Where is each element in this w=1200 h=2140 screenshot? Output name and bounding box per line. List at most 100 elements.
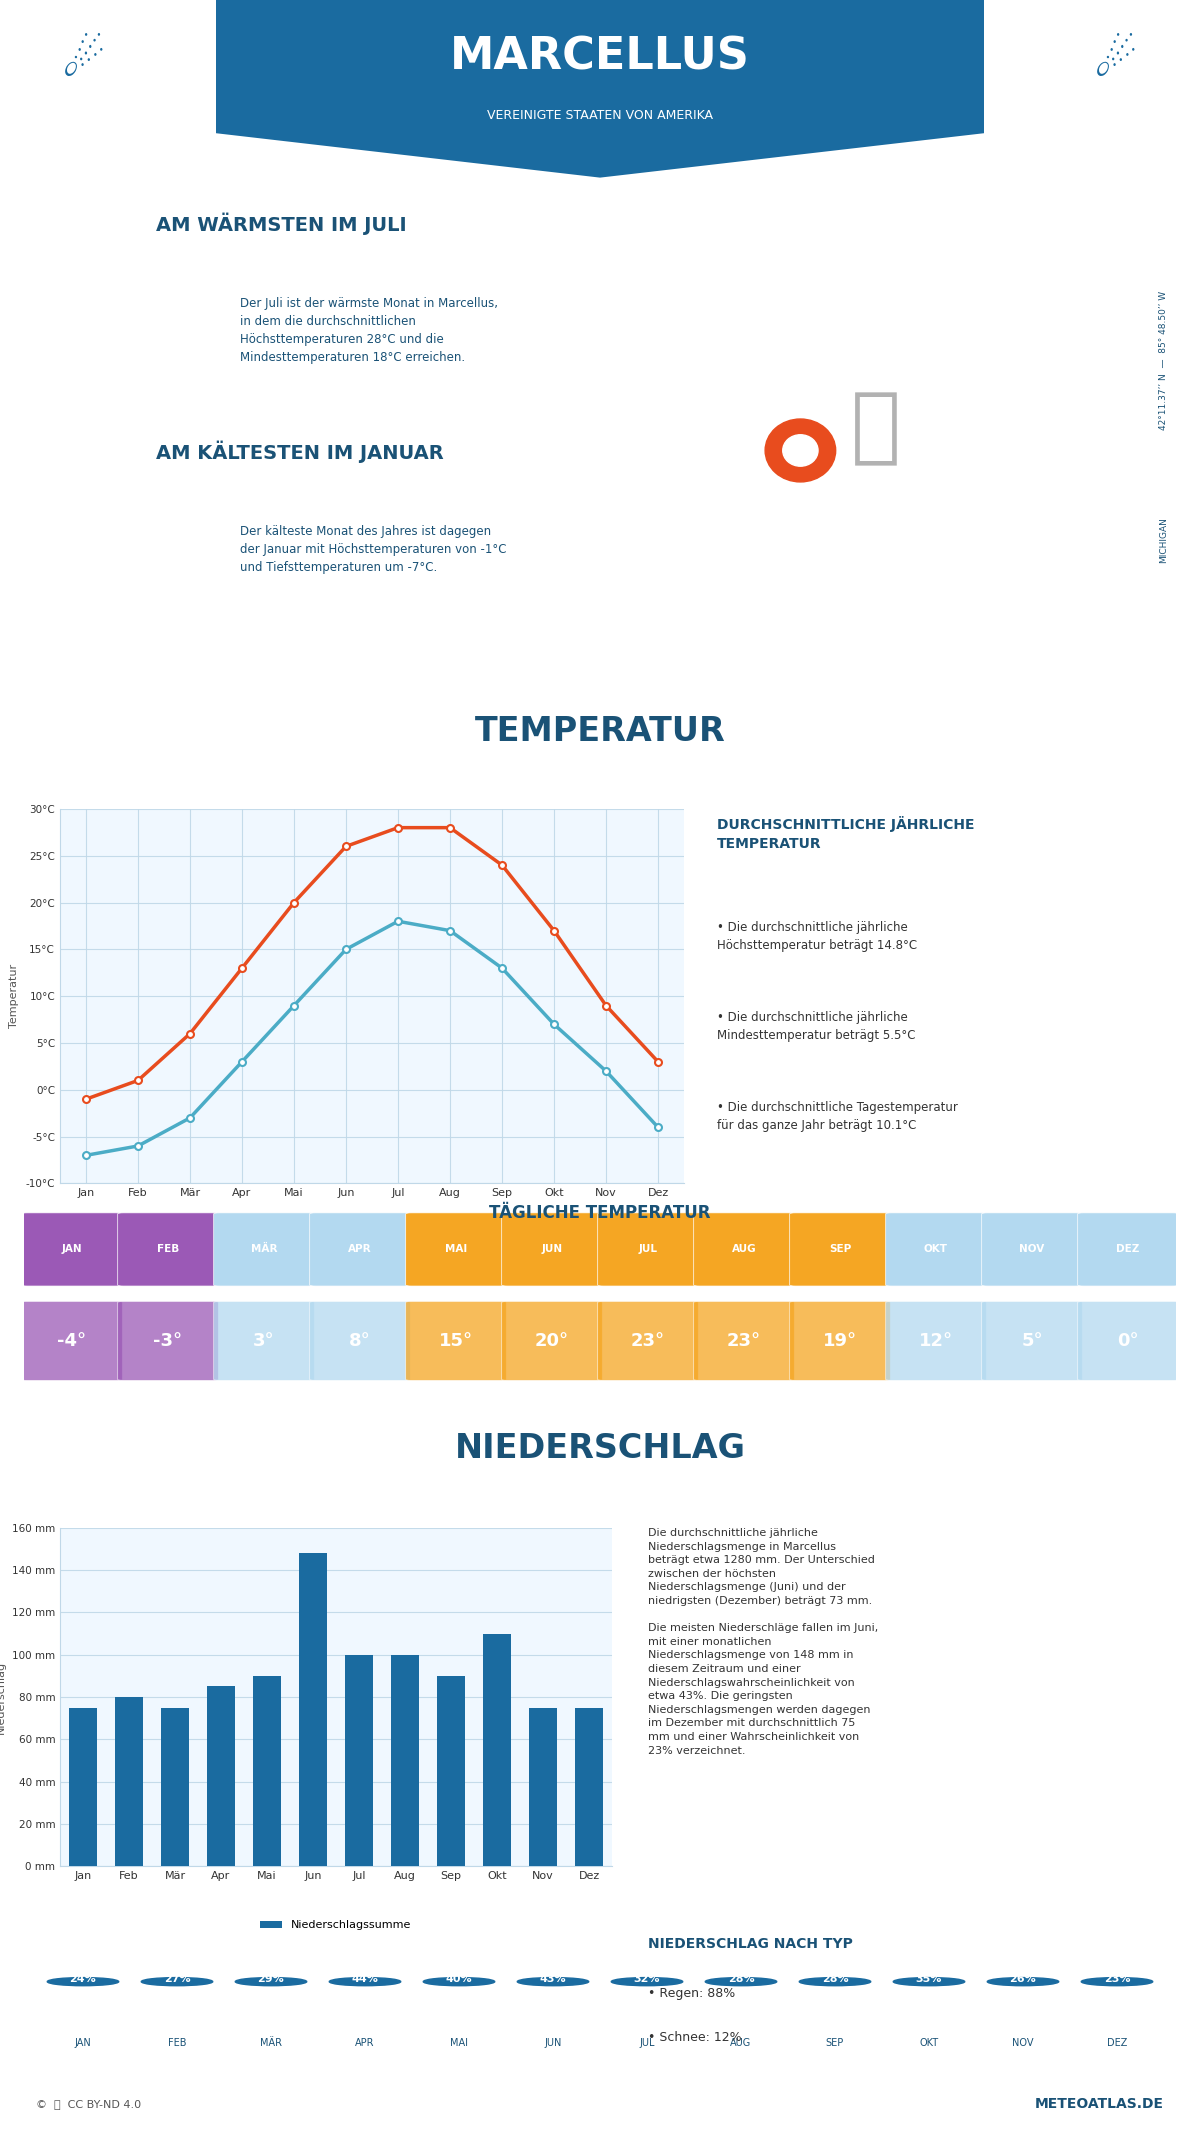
Text: APR: APR <box>355 2037 374 2048</box>
Text: 26%: 26% <box>1009 1973 1037 1984</box>
Text: 32%: 32% <box>634 1973 660 1984</box>
Text: OKT: OKT <box>919 2037 938 2048</box>
FancyBboxPatch shape <box>502 1301 602 1380</box>
FancyBboxPatch shape <box>982 1301 1082 1380</box>
FancyBboxPatch shape <box>982 1213 1082 1286</box>
Text: VEREINIGTE STAATEN VON AMERIKA: VEREINIGTE STAATEN VON AMERIKA <box>487 109 713 122</box>
FancyBboxPatch shape <box>790 1301 890 1380</box>
Text: FEB: FEB <box>157 1245 179 1254</box>
Text: 43%: 43% <box>540 1973 566 1984</box>
Text: Der Juli ist der wärmste Monat in Marcellus,
in dem die durchschnittlichen
Höchs: Der Juli ist der wärmste Monat in Marcel… <box>240 297 498 364</box>
Text: JAN: JAN <box>74 2037 91 2048</box>
Text: 5°: 5° <box>1021 1331 1043 1350</box>
Circle shape <box>988 1977 1058 1986</box>
FancyBboxPatch shape <box>118 1213 218 1286</box>
Text: MAI: MAI <box>445 1245 467 1254</box>
Bar <box>115 1697 143 1866</box>
Circle shape <box>799 1977 871 1986</box>
Text: 23°: 23° <box>727 1331 761 1350</box>
Text: JAN: JAN <box>61 1245 83 1254</box>
Bar <box>437 1676 464 1866</box>
FancyBboxPatch shape <box>694 1301 794 1380</box>
Text: -3°: -3° <box>154 1331 182 1350</box>
Text: APR: APR <box>348 1245 372 1254</box>
FancyBboxPatch shape <box>886 1213 986 1286</box>
Text: AM KÄLTESTEN IM JANUAR: AM KÄLTESTEN IM JANUAR <box>156 441 444 462</box>
FancyBboxPatch shape <box>310 1301 410 1380</box>
Text: AUG: AUG <box>732 1245 756 1254</box>
FancyBboxPatch shape <box>214 1301 314 1380</box>
Text: 12°: 12° <box>919 1331 953 1350</box>
Text: 23°: 23° <box>631 1331 665 1350</box>
Text: • Regen: 88%: • Regen: 88% <box>648 1986 736 1999</box>
Text: NIEDERSCHLAG: NIEDERSCHLAG <box>455 1432 745 1466</box>
Text: DURCHSCHNITTLICHE JÄHRLICHE
TEMPERATUR: DURCHSCHNITTLICHE JÄHRLICHE TEMPERATUR <box>718 817 974 852</box>
Text: MÄR: MÄR <box>260 2037 282 2048</box>
FancyBboxPatch shape <box>502 1213 602 1286</box>
Legend: Maximale Temperatur, Minimale Temperatur: Maximale Temperatur, Minimale Temperatur <box>205 1241 539 1260</box>
FancyBboxPatch shape <box>22 1213 122 1286</box>
Circle shape <box>706 1977 776 1986</box>
Text: 0°: 0° <box>1117 1331 1139 1350</box>
FancyBboxPatch shape <box>1078 1213 1178 1286</box>
Text: JUN: JUN <box>545 2037 562 2048</box>
FancyBboxPatch shape <box>598 1213 698 1286</box>
Text: NIEDERSCHLAGSWAHRSCHEINLICHKEIT: NIEDERSCHLAGSWAHRSCHEINLICHKEIT <box>446 1894 754 1909</box>
Text: NOV: NOV <box>1013 2037 1033 2048</box>
Circle shape <box>18 689 102 775</box>
FancyBboxPatch shape <box>406 1301 506 1380</box>
Text: Der kälteste Monat des Jahres ist dagegen
der Januar mit Höchsttemperaturen von : Der kälteste Monat des Jahres ist dagege… <box>240 524 506 574</box>
Text: TEMPERATUR: TEMPERATUR <box>475 715 725 749</box>
Circle shape <box>1081 1977 1153 1986</box>
Circle shape <box>142 1977 212 1986</box>
Y-axis label: Temperatur: Temperatur <box>8 965 19 1027</box>
Text: • Die durchschnittliche Tagestemperatur
für das ganze Jahr beträgt 10.1°C: • Die durchschnittliche Tagestemperatur … <box>718 1100 958 1132</box>
Text: DEZ: DEZ <box>1106 2037 1127 2048</box>
Text: ☄: ☄ <box>1094 39 1138 86</box>
Text: AUG: AUG <box>731 2037 751 2048</box>
Bar <box>208 1686 235 1866</box>
Circle shape <box>611 1977 683 1986</box>
Text: 28%: 28% <box>727 1973 755 1984</box>
Text: NOV: NOV <box>1019 1245 1045 1254</box>
Text: ☄: ☄ <box>62 39 106 86</box>
Text: NIEDERSCHLAG NACH TYP: NIEDERSCHLAG NACH TYP <box>648 1937 853 1952</box>
Text: 42°11.37’’ N  —  85° 48.50’’ W: 42°11.37’’ N — 85° 48.50’’ W <box>1159 291 1169 430</box>
Text: TÄGLICHE TEMPERATUR: TÄGLICHE TEMPERATUR <box>490 1205 710 1222</box>
FancyBboxPatch shape <box>118 1301 218 1380</box>
Text: MÄR: MÄR <box>251 1243 277 1254</box>
Text: MARCELLUS: MARCELLUS <box>450 36 750 79</box>
Text: -4°: -4° <box>58 1331 86 1350</box>
Text: OKT: OKT <box>924 1245 948 1254</box>
Bar <box>484 1633 511 1866</box>
Text: JUL: JUL <box>640 2037 655 2048</box>
Bar <box>529 1708 557 1866</box>
Circle shape <box>517 1977 589 1986</box>
FancyBboxPatch shape <box>886 1301 986 1380</box>
Text: METEOATLAS.DE: METEOATLAS.DE <box>1034 2097 1164 2110</box>
FancyBboxPatch shape <box>310 1213 410 1286</box>
Text: 🗺: 🗺 <box>851 387 901 469</box>
Text: MAI: MAI <box>450 2037 468 2048</box>
Text: Die durchschnittliche jährliche
Niederschlagsmenge in Marcellus
beträgt etwa 128: Die durchschnittliche jährliche Niedersc… <box>648 1528 878 1755</box>
Bar <box>346 1654 373 1866</box>
Text: 19°: 19° <box>823 1331 857 1350</box>
Text: AM WÄRMSTEN IM JULI: AM WÄRMSTEN IM JULI <box>156 212 407 235</box>
Text: • Schnee: 12%: • Schnee: 12% <box>648 2031 742 2044</box>
Text: 27%: 27% <box>163 1973 191 1984</box>
Text: 44%: 44% <box>352 1973 378 1984</box>
Circle shape <box>424 1977 494 1986</box>
Text: 29%: 29% <box>258 1973 284 1984</box>
Text: MICHIGAN: MICHIGAN <box>1159 518 1169 563</box>
FancyBboxPatch shape <box>214 1213 314 1286</box>
Bar <box>575 1708 602 1866</box>
Text: JUL: JUL <box>638 1245 658 1254</box>
Text: SEP: SEP <box>826 2037 844 2048</box>
FancyBboxPatch shape <box>790 1213 890 1286</box>
Y-axis label: Niederschlag: Niederschlag <box>0 1661 6 1733</box>
Text: SEP: SEP <box>829 1245 851 1254</box>
Bar <box>299 1554 326 1866</box>
FancyBboxPatch shape <box>598 1301 698 1380</box>
Text: 23%: 23% <box>1104 1973 1130 1984</box>
FancyBboxPatch shape <box>406 1213 506 1286</box>
